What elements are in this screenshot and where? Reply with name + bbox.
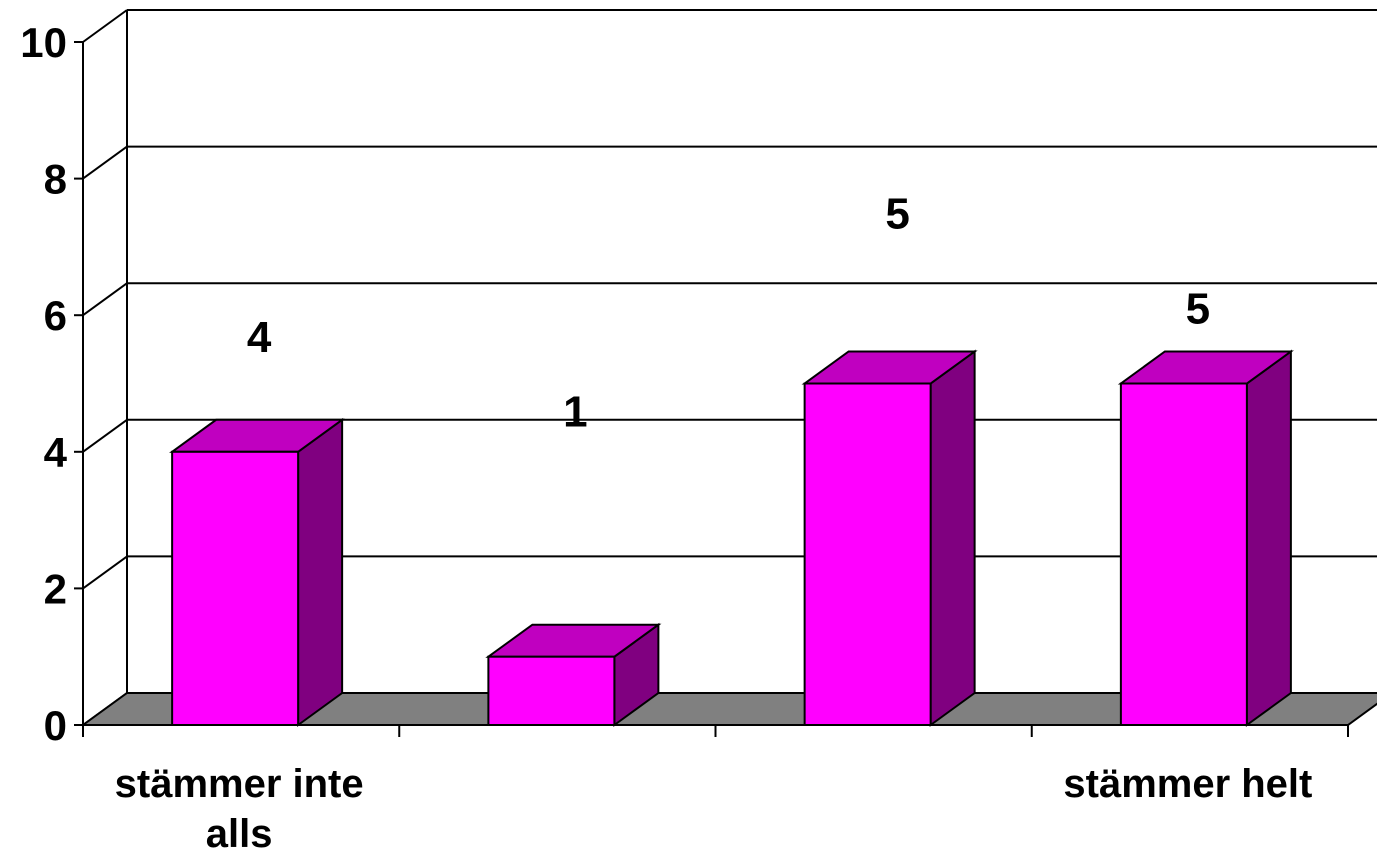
bar	[485, 622, 662, 727]
x-category-label-line: stämmer helt	[1063, 762, 1312, 806]
wall-diagonal	[82, 145, 128, 180]
x-category-label-line: alls	[206, 812, 273, 856]
y-tick-label: 4	[44, 429, 68, 476]
data-label: 5	[1186, 285, 1210, 334]
wall-diagonal	[82, 418, 128, 453]
bar-side-face	[929, 349, 976, 727]
x-category-label-line: stämmer inte	[115, 762, 364, 806]
x-category-label: stämmer helt	[1063, 762, 1312, 806]
wall-diagonal	[82, 282, 128, 317]
wall-diagonal	[82, 9, 128, 43]
y-tick-label: 0	[44, 702, 67, 749]
data-label: 4	[247, 313, 272, 362]
bar	[1117, 349, 1294, 727]
bar-side-face	[1245, 349, 1292, 727]
labels: 0 2 4 6 8 10 4 1 5 5 stämmer inte alls stämmer helt	[20, 19, 1312, 856]
bar	[169, 417, 346, 727]
bar-front-face	[487, 655, 616, 727]
bar-front-face	[803, 382, 932, 726]
y-tick-label: 2	[44, 565, 67, 612]
axes	[74, 41, 1349, 737]
data-label: 5	[885, 190, 909, 239]
bar	[801, 349, 978, 727]
x-category-label: stämmer inte alls	[115, 762, 364, 856]
data-label: 1	[563, 388, 587, 437]
y-tick-label: 8	[44, 156, 67, 203]
bar-front-face	[171, 450, 300, 726]
bars	[169, 349, 1294, 727]
y-tick-label: 10	[20, 19, 67, 66]
y-tick-label: 6	[44, 292, 67, 339]
bar-side-face	[297, 417, 344, 727]
wall-diagonal	[82, 555, 128, 590]
bar-front-face	[1119, 382, 1248, 726]
